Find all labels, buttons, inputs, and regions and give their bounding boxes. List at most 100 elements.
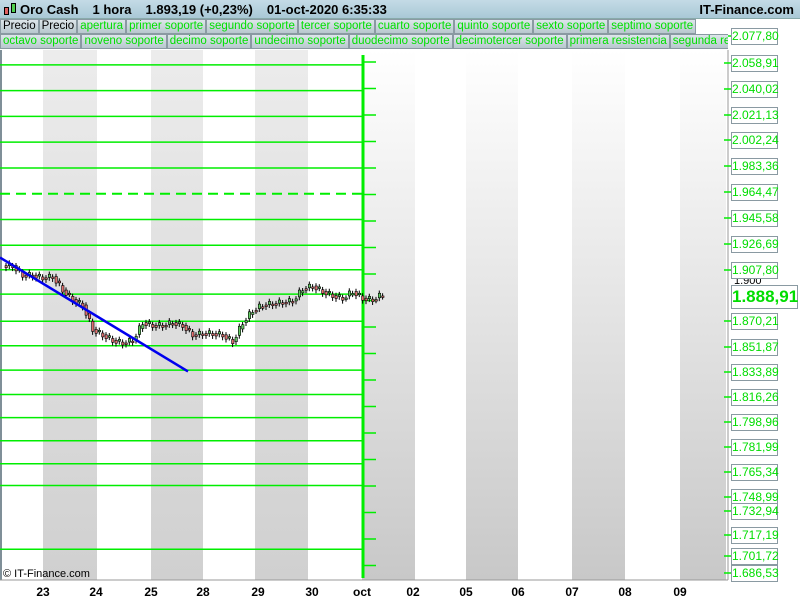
- candle-body: [214, 333, 218, 337]
- price-axis-label: 2.021,13: [731, 107, 779, 124]
- candle-body: [54, 276, 58, 284]
- candle-body: [138, 325, 142, 335]
- legend-item[interactable]: duodecimo soporte: [348, 34, 453, 49]
- candle-body: [347, 290, 351, 297]
- candle-body: [108, 335, 112, 338]
- date-axis-label: 07: [565, 585, 579, 599]
- date-axis-label: 09: [673, 585, 687, 599]
- candle-body: [168, 320, 172, 325]
- price-axis-label: 1.816,26: [731, 389, 779, 406]
- candle-body: [271, 303, 275, 306]
- candle-body: [121, 341, 125, 346]
- legend-item[interactable]: cuarto soporte: [374, 19, 455, 34]
- candle-body: [367, 296, 371, 299]
- candle-body: [281, 302, 285, 305]
- candle-body: [41, 276, 45, 281]
- price-axis-label: 1.833,89: [731, 364, 779, 381]
- legend-item[interactable]: primer soporte: [126, 19, 207, 34]
- candle-body: [178, 321, 182, 324]
- session-band: [151, 50, 203, 580]
- candle-body: [291, 301, 295, 304]
- date-axis-label: 30: [305, 585, 319, 599]
- price-axis-label: 1.926,69: [731, 236, 779, 253]
- candle-body: [251, 312, 255, 315]
- candle-body: [364, 297, 368, 302]
- candle-body: [64, 289, 68, 296]
- candle-body: [128, 338, 132, 343]
- legend-item[interactable]: decimotercer soporte: [452, 34, 567, 49]
- date-axis-label: oct: [353, 585, 371, 599]
- candle-body: [47, 273, 51, 278]
- price-axis-label: 1.701,72: [731, 548, 779, 565]
- legend-item[interactable]: segunda resistencia: [669, 34, 728, 49]
- legend-item[interactable]: segundo soporte: [206, 19, 298, 34]
- candle-body: [261, 306, 265, 309]
- price-axis-label: 1.717,19: [731, 527, 779, 544]
- price-axis-label: 1.686,53: [731, 565, 779, 582]
- candle-body: [321, 289, 325, 294]
- date-axis-label: 29: [251, 585, 265, 599]
- candle-body: [218, 331, 222, 335]
- candle-body: [164, 325, 168, 328]
- candle-body: [184, 325, 188, 331]
- candle-body: [381, 295, 385, 298]
- candle-body: [351, 293, 355, 296]
- candle-body: [141, 324, 145, 329]
- legend-item[interactable]: primera resistencia: [566, 34, 670, 49]
- legend-item[interactable]: quinto soporte: [454, 19, 534, 34]
- candle-body: [111, 338, 115, 343]
- candle-body: [254, 310, 258, 313]
- price-axis-label: 2.058,91: [731, 55, 779, 72]
- candlestick-logo-icon: [0, 0, 20, 19]
- legend-item[interactable]: tercer soporte: [297, 19, 375, 34]
- date-axis-label: 24: [89, 585, 103, 599]
- legend-item[interactable]: Precio: [38, 19, 78, 34]
- candle-body: [221, 334, 225, 338]
- legend-item[interactable]: octavo soporte: [0, 34, 82, 49]
- candle-body: [238, 325, 242, 336]
- price-axis-label: 1.870,21: [731, 313, 779, 330]
- title-bar: Oro Cash 1 hora 1.893,19 (+0,23%) 01-oct…: [0, 0, 800, 19]
- candle-body: [327, 291, 331, 294]
- candle-body: [284, 301, 288, 305]
- candle-body: [371, 298, 375, 302]
- candle-body: [314, 285, 318, 291]
- legend-item[interactable]: apertura: [77, 19, 127, 34]
- candle-body: [264, 304, 268, 307]
- candle-body: [144, 322, 148, 326]
- candle-body: [44, 277, 48, 280]
- candle-body: [158, 322, 162, 326]
- legend-item[interactable]: septimo soporte: [608, 19, 697, 34]
- price-axis-label: 1.983,36: [731, 158, 779, 175]
- date-axis-label: 05: [459, 585, 473, 599]
- price-axis-label: 1.732,94: [731, 503, 779, 520]
- price-axis-label: 2.077,80: [731, 28, 779, 45]
- future-band: [680, 50, 726, 580]
- candle-body: [4, 265, 8, 268]
- date-axis-label: 25: [144, 585, 158, 599]
- date-axis-label: 06: [511, 585, 525, 599]
- candle-body: [98, 330, 102, 333]
- candle-body: [114, 339, 118, 344]
- candle-body: [37, 273, 41, 277]
- candle-body: [311, 286, 315, 289]
- candle-body: [354, 291, 358, 297]
- candle-body: [231, 339, 235, 344]
- legend-item[interactable]: noveno soporte: [81, 34, 167, 49]
- candle-body: [118, 339, 122, 342]
- legend-item[interactable]: sexto soporte: [533, 19, 609, 34]
- candle-body: [277, 299, 281, 304]
- candle-body: [267, 301, 271, 305]
- candle-body: [24, 274, 28, 278]
- price-axis-label: 2.002,24: [731, 132, 779, 149]
- candle-body: [337, 294, 341, 297]
- candle-body: [377, 292, 381, 299]
- candle-body: [257, 303, 261, 309]
- candle-body: [91, 320, 95, 332]
- legend-item[interactable]: Precio: [0, 19, 39, 34]
- datetime: 01-oct-2020 6:35:33: [266, 1, 387, 17]
- legend-item[interactable]: undecimo soporte: [251, 34, 349, 49]
- brand: IT-Finance.com: [699, 2, 794, 17]
- legend-item[interactable]: decimo soporte: [166, 34, 252, 49]
